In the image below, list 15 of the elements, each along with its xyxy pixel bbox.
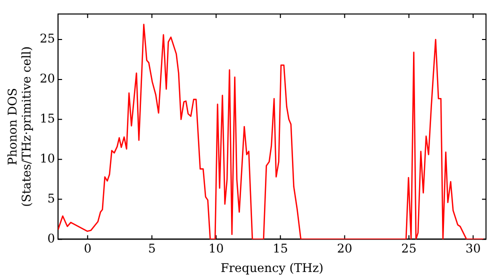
x-tick-label: 15 [272,242,288,256]
x-tick-label: 30 [466,242,481,256]
y-tick-label: 20 [40,72,56,86]
x-axis-title: Frequency (THz) [220,260,324,275]
y-tick-label: 25 [40,32,56,46]
x-tick-label: 0 [84,242,92,256]
y-tick-label: 5 [47,191,56,206]
x-tick-label: 20 [337,242,352,256]
x-tick-label: 5 [148,242,156,256]
x-tick-label: 25 [401,242,417,256]
y-axis-title: Phonon DOS (States/THz·primitive cell) [5,46,34,207]
y-tick-label: 10 [40,151,56,166]
x-tick-label: 10 [208,242,224,256]
y-tick-label: 15 [40,112,56,126]
y-tick-label: 0 [47,231,56,246]
